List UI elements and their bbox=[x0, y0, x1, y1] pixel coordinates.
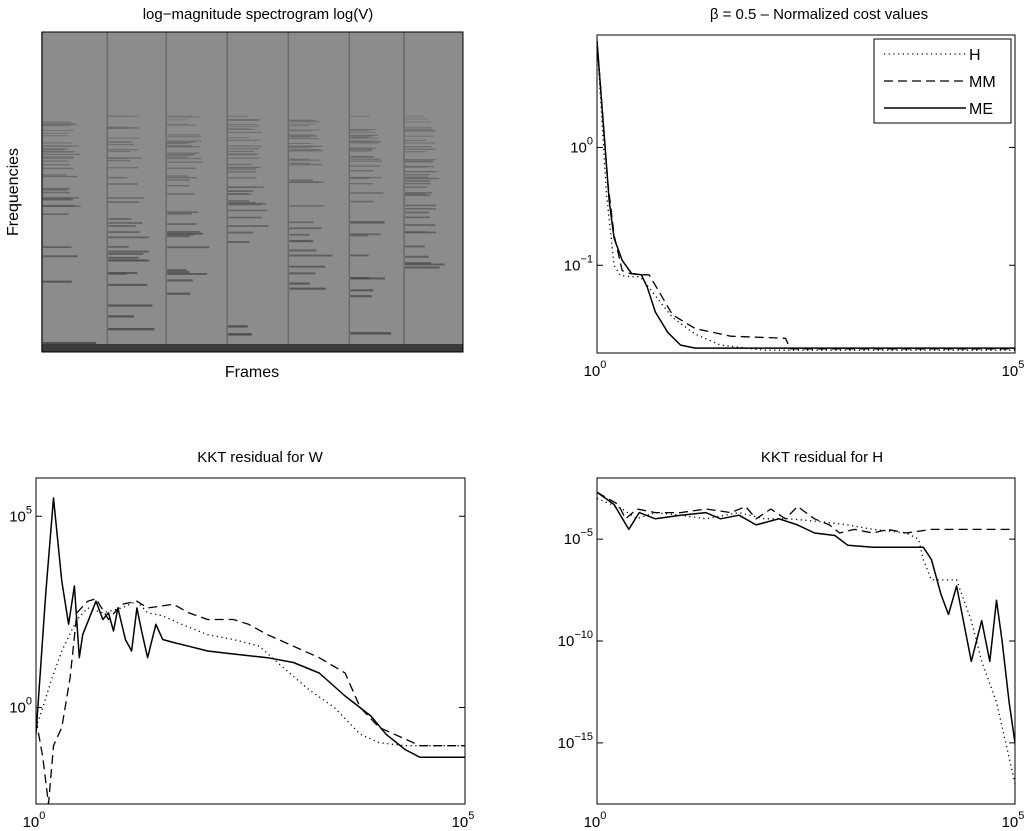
plot-frame bbox=[596, 34, 1016, 354]
x-tick-label: 105 bbox=[452, 810, 475, 831]
series-group bbox=[597, 40, 1015, 351]
spectrogram-xlabel: Frames bbox=[225, 364, 279, 381]
kkt-w-title: KKT residual for W bbox=[197, 449, 323, 466]
spectrogram-frame bbox=[41, 31, 464, 353]
x-tick-label: 100 bbox=[23, 810, 46, 831]
series-group bbox=[36, 497, 465, 804]
x-tick-label: 100 bbox=[584, 359, 607, 380]
series-me-line bbox=[36, 497, 465, 759]
x-tick-label: 105 bbox=[1002, 810, 1025, 831]
cost-panel: β = 0.5 – Normalized cost values 100 105 1… bbox=[564, 6, 1025, 380]
y-tick-label: 100 bbox=[570, 135, 593, 156]
kkt-w-panel: KKT residual for W 100 105 105 100 bbox=[9, 449, 474, 831]
plot-frame bbox=[35, 477, 466, 805]
series-me-line bbox=[597, 491, 1015, 744]
series-mm-line bbox=[36, 598, 465, 804]
series-h-line bbox=[36, 600, 465, 747]
kkt-h-title: KKT residual for H bbox=[761, 449, 883, 466]
spectrogram-lowband bbox=[42, 344, 463, 352]
y-tick-label: 10−5 bbox=[564, 527, 593, 548]
legend-label-h: H bbox=[969, 47, 981, 64]
series-me-line bbox=[597, 40, 1015, 349]
x-tick-label: 105 bbox=[1002, 359, 1025, 380]
y-tick-label: 105 bbox=[9, 504, 32, 525]
spectrogram-ylabel: Frequencies bbox=[5, 148, 22, 236]
plot-frame bbox=[596, 477, 1016, 805]
legend: H MM ME bbox=[873, 38, 1012, 124]
legend-label-me: ME bbox=[969, 101, 993, 118]
spectrogram-title: log−magnitude spectrogram log(V) bbox=[143, 6, 374, 23]
y-tick-label: 100 bbox=[9, 695, 32, 716]
legend-label-mm: MM bbox=[969, 74, 996, 91]
y-tick-label: 10−15 bbox=[558, 731, 593, 752]
series-h-line bbox=[597, 497, 1015, 784]
x-tick-label: 100 bbox=[584, 810, 607, 831]
spectrogram-panel: log−magnitude spectrogram log(V) Frames … bbox=[5, 6, 464, 381]
series-group bbox=[597, 491, 1015, 784]
y-tick-label: 10−1 bbox=[564, 253, 593, 274]
kkt-h-panel: KKT residual for H 100 105 10−5 10−10 10−15 bbox=[558, 449, 1025, 831]
series-mm-line bbox=[597, 491, 1015, 534]
cost-title: β = 0.5 – Normalized cost values bbox=[710, 6, 928, 23]
spectrogram-image bbox=[41, 32, 463, 352]
y-tick-label: 10−10 bbox=[558, 629, 593, 650]
spectrogram-background bbox=[42, 32, 463, 352]
